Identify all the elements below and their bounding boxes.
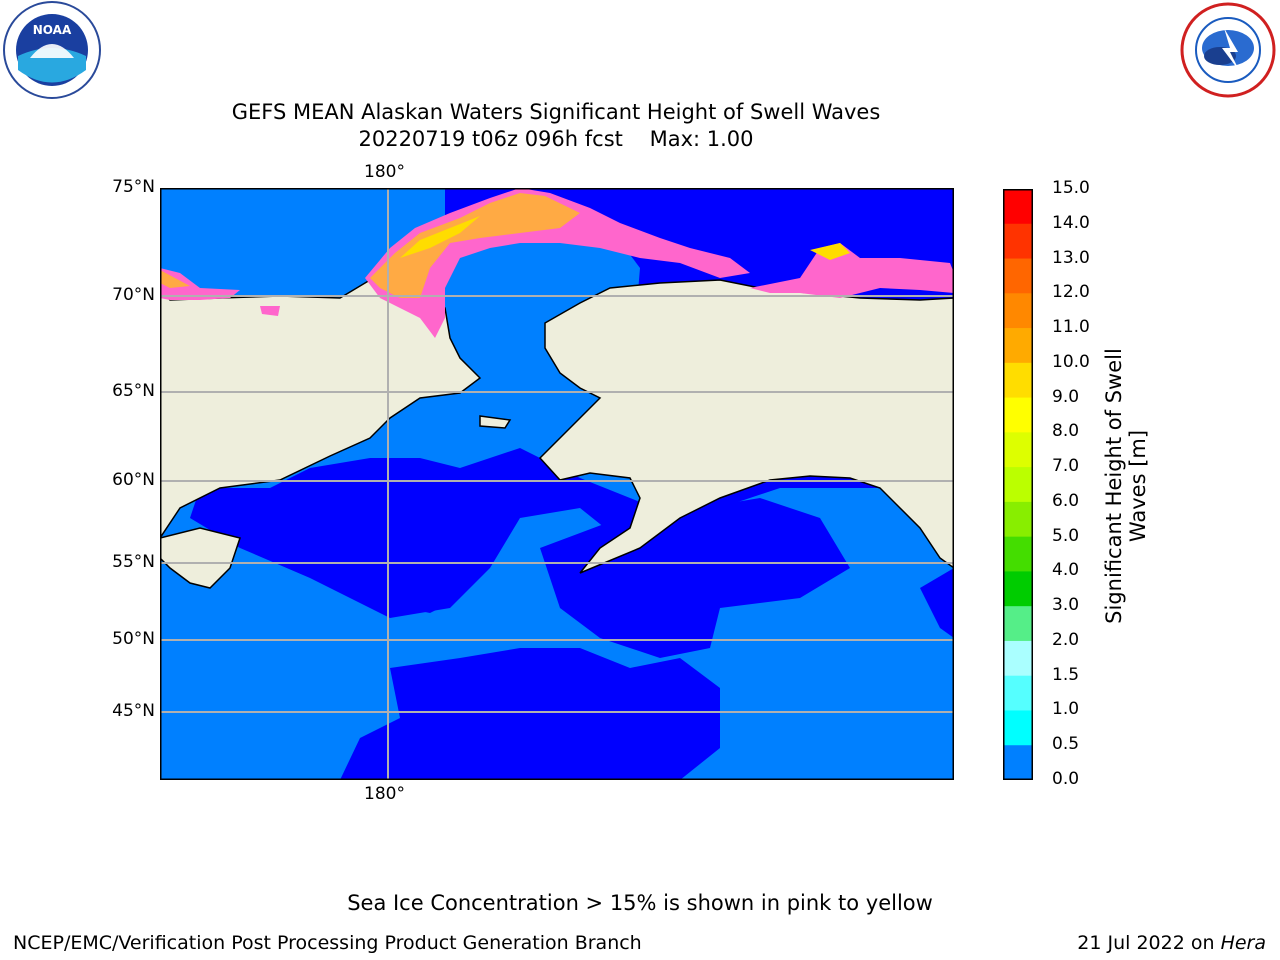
lat-tick-75: 75°N [112,177,155,197]
colorbar-swatch [1003,432,1033,468]
lon-tick-top: 180° [364,162,405,182]
footer-credit: NCEP/EMC/Verification Post Processing Pr… [13,932,642,954]
colorbar-swatch [1003,189,1033,225]
map-panel [159,188,955,780]
map-canvas [159,188,955,780]
colorbar-frame [1003,189,1033,780]
colorbar-tick-label: 1.5 [1052,664,1080,685]
colorbar-label-line2: Waves [m] [1126,429,1150,543]
colorbar-swatch [1003,293,1033,329]
colorbar-tick-label: 4.0 [1052,560,1080,581]
footer-host: Hera [1220,932,1266,954]
colorbar-swatch [1003,223,1033,260]
lat-tick-70: 70°N [112,285,155,305]
colorbar-tick-label: 9.0 [1052,386,1080,407]
lat-tick-65: 65°N [112,381,155,401]
noaa-logo-text: NOAA [33,23,72,37]
colorbar-swatch [1003,397,1033,433]
colorbar-swatch [1003,675,1033,711]
colorbar-tick-label: 1.0 [1052,699,1080,720]
lat-tick-60: 60°N [112,470,155,490]
footer-date: 21 Jul 2022 on Hera [1077,932,1266,954]
noaa-logo: NOAA [0,0,104,100]
lat-tick-50: 50°N [112,629,155,649]
colorbar-tick-label: 11.0 [1052,317,1090,338]
colorbar-swatch [1003,501,1033,538]
lat-tick-55: 55°N [112,552,155,572]
sea-ice-note: Sea Ice Concentration > 15% is shown in … [347,891,933,915]
colorbar-tick-label: 12.0 [1052,282,1090,303]
colorbar-swatch [1003,328,1033,364]
colorbar [1003,189,1033,781]
colorbar-tick-label: 7.0 [1052,456,1080,477]
colorbar-swatches [1003,189,1033,781]
colorbar-tick-label: 3.0 [1052,595,1080,616]
colorbar-tick-label: 5.0 [1052,525,1080,546]
graticule [160,188,954,780]
colorbar-tick-label: 8.0 [1052,421,1080,442]
colorbar-tick-label: 13.0 [1052,247,1090,268]
colorbar-swatch [1003,362,1033,399]
landmass [159,267,955,589]
colorbar-swatch [1003,536,1033,572]
nws-logo [1176,0,1280,100]
colorbar-tick-label: 14.0 [1052,212,1090,233]
colorbar-swatch [1003,745,1033,781]
colorbar-tick-label: 6.0 [1052,490,1080,511]
map-title-line1: GEFS MEAN Alaskan Waters Significant Hei… [231,100,881,124]
footer-date-text: 21 Jul 2022 on [1077,932,1221,954]
lon-tick-bottom: 180° [364,784,405,804]
map-title-line2: 20220719 t06z 096h fcst Max: 1.00 [358,127,754,151]
lat-tick-45: 45°N [112,701,155,721]
colorbar-tick-label: 2.0 [1052,629,1080,650]
colorbar-swatch [1003,640,1033,677]
colorbar-label-line1: Significant Height of Swell [1102,348,1126,624]
colorbar-swatch [1003,571,1033,607]
sea-ice [160,188,954,338]
colorbar-swatch [1003,606,1033,642]
colorbar-swatch [1003,258,1033,294]
colorbar-swatch [1003,710,1033,746]
colorbar-tick-label: 15.0 [1052,178,1090,198]
colorbar-tick-label: 0.5 [1052,734,1080,755]
colorbar-tick-label: 10.0 [1052,351,1090,372]
colorbar-tick-label: 0.0 [1052,769,1080,789]
map-frame [160,188,954,780]
colorbar-swatch [1003,467,1033,503]
